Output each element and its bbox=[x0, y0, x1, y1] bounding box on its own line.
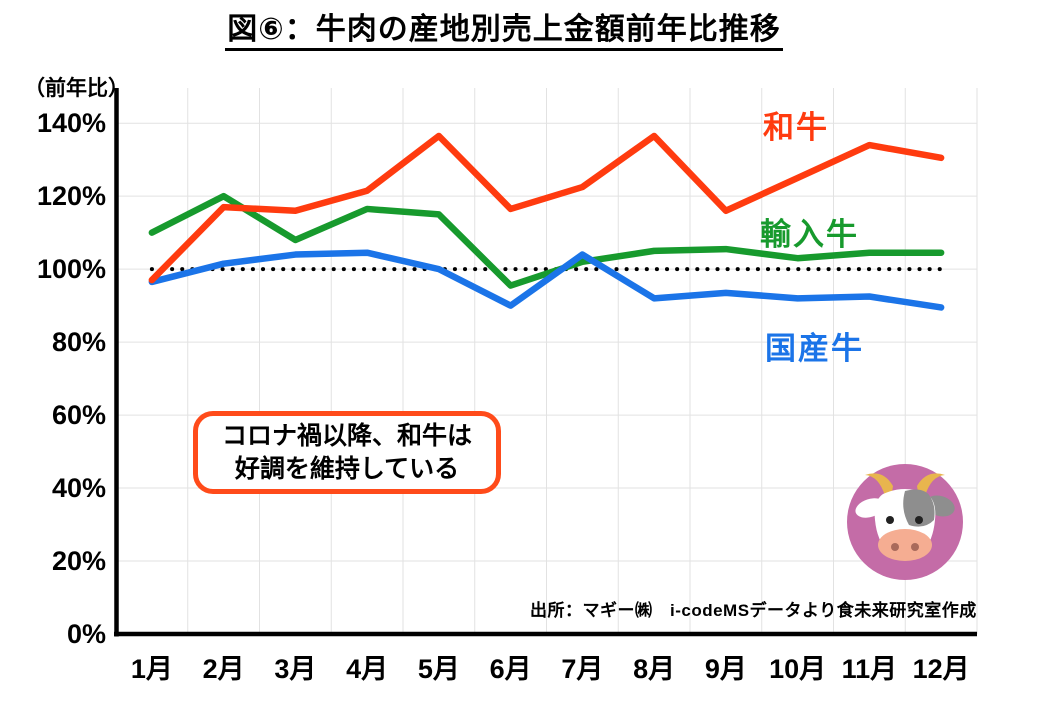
annotation-line-2: 好調を維持している bbox=[234, 454, 460, 483]
x-tick-label: 11月 bbox=[842, 654, 898, 684]
source-note: 出所：マギー㈱ i-codeMSデータより食未来研究室作成 bbox=[530, 601, 977, 620]
chart-title: 図⑥：牛肉の産地別売上金額前年比推移 bbox=[0, 4, 1008, 51]
legend-wagyu-label: 和牛 bbox=[763, 110, 829, 145]
x-tick-label: 12月 bbox=[913, 654, 970, 684]
y-axis-unit-label: （前年比） bbox=[24, 77, 129, 100]
y-tick-label: 20% bbox=[52, 546, 106, 576]
x-tick-label: 5月 bbox=[418, 654, 460, 684]
x-tick-label: 2月 bbox=[203, 654, 245, 684]
x-tick-label: 10月 bbox=[769, 654, 826, 684]
cow-nostril-right bbox=[911, 543, 919, 551]
chart-title-text: 図⑥：牛肉の産地別売上金額前年比推移 bbox=[225, 13, 783, 51]
series-line-国産牛 bbox=[148, 249, 945, 311]
x-tick-label: 6月 bbox=[490, 654, 532, 684]
annotation-line-1: コロナ禍以降、和牛は bbox=[221, 421, 472, 450]
legend-imported-beef-label: 輸入牛 bbox=[760, 217, 859, 252]
x-tick-label: 4月 bbox=[346, 654, 388, 684]
cow-horn-left bbox=[865, 473, 893, 498]
y-tick-label: 100% bbox=[37, 254, 106, 284]
cow-icon bbox=[847, 464, 963, 580]
legend-domestic-beef-label: 国産牛 bbox=[765, 331, 864, 366]
y-tick-label: 120% bbox=[37, 181, 106, 211]
series-line-和牛 bbox=[148, 132, 945, 284]
cow-nostril-left bbox=[891, 543, 899, 551]
x-tick-label: 3月 bbox=[274, 654, 316, 684]
y-tick-label: 0% bbox=[67, 619, 106, 649]
cow-eye-right bbox=[915, 516, 923, 524]
x-tick-label: 7月 bbox=[561, 654, 603, 684]
y-tick-label: 140% bbox=[37, 108, 106, 138]
annotation-callout: コロナ禍以降、和牛は 好調を維持している bbox=[193, 411, 501, 494]
y-tick-label: 40% bbox=[52, 473, 106, 503]
y-tick-label: 60% bbox=[52, 400, 106, 430]
x-tick-label: 8月 bbox=[633, 654, 675, 684]
x-tick-label: 9月 bbox=[705, 654, 747, 684]
y-tick-label: 80% bbox=[52, 327, 106, 357]
cow-muzzle bbox=[878, 529, 932, 561]
series-line-輸入牛 bbox=[148, 192, 945, 289]
x-tick-label: 1月 bbox=[131, 654, 173, 684]
cow-face-patch bbox=[903, 489, 935, 527]
cow-eye-left bbox=[886, 516, 894, 524]
